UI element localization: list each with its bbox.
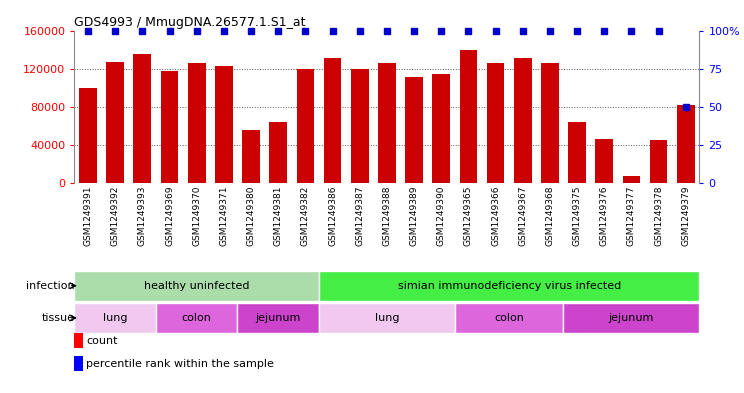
- Bar: [623, 176, 641, 183]
- Bar: [677, 105, 695, 183]
- Text: percentile rank within the sample: percentile rank within the sample: [86, 359, 275, 369]
- Bar: [405, 77, 423, 183]
- Bar: [378, 63, 396, 183]
- Bar: [156, 303, 237, 333]
- Bar: [541, 63, 559, 183]
- Text: count: count: [86, 336, 118, 346]
- Bar: [215, 66, 233, 183]
- Text: colon: colon: [182, 313, 211, 323]
- Bar: [269, 121, 287, 183]
- Text: GDS4993 / MmugDNA.26577.1.S1_at: GDS4993 / MmugDNA.26577.1.S1_at: [74, 16, 306, 29]
- Bar: [563, 303, 699, 333]
- Text: colon: colon: [494, 313, 524, 323]
- Bar: [460, 50, 477, 183]
- Bar: [237, 303, 319, 333]
- Bar: [455, 303, 563, 333]
- Bar: [297, 69, 314, 183]
- Bar: [650, 140, 667, 183]
- Bar: [161, 71, 179, 183]
- Bar: [74, 271, 319, 301]
- Bar: [351, 69, 368, 183]
- Text: jejunum: jejunum: [609, 313, 654, 323]
- Bar: [487, 63, 504, 183]
- Text: jejunum: jejunum: [255, 313, 301, 323]
- Text: lung: lung: [375, 313, 399, 323]
- Bar: [106, 62, 124, 183]
- Bar: [514, 58, 531, 183]
- Bar: [432, 74, 450, 183]
- Bar: [187, 63, 205, 183]
- Bar: [74, 303, 156, 333]
- Text: healthy uninfected: healthy uninfected: [144, 281, 249, 291]
- Text: simian immunodeficiency virus infected: simian immunodeficiency virus infected: [397, 281, 620, 291]
- Bar: [79, 88, 97, 183]
- Bar: [595, 139, 613, 183]
- Text: lung: lung: [103, 313, 127, 323]
- Text: infection: infection: [26, 281, 74, 291]
- Bar: [319, 271, 699, 301]
- Text: tissue: tissue: [42, 313, 74, 323]
- Bar: [319, 303, 455, 333]
- Bar: [568, 121, 586, 183]
- Bar: [133, 54, 151, 183]
- Bar: [243, 130, 260, 183]
- Bar: [324, 58, 341, 183]
